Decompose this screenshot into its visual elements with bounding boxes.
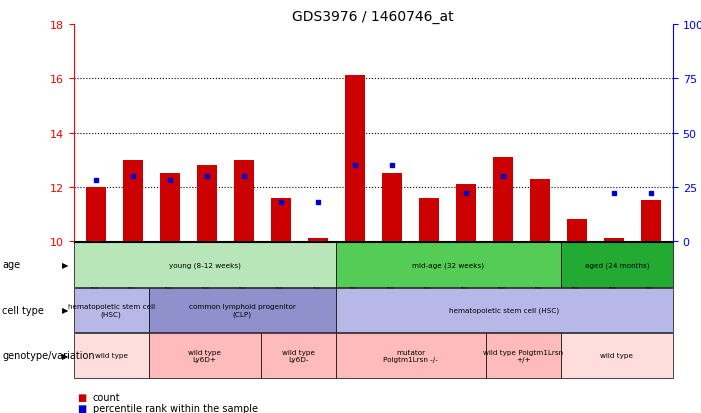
Bar <box>233 160 254 242</box>
Text: aged (24 months): aged (24 months) <box>585 261 649 268</box>
Text: wild type Polgtm1Lrsn
+/+: wild type Polgtm1Lrsn +/+ <box>483 349 563 362</box>
Bar <box>529 179 550 242</box>
Text: common lymphoid progenitor
(CLP): common lymphoid progenitor (CLP) <box>189 304 296 317</box>
Text: ▶: ▶ <box>62 306 69 315</box>
Bar <box>381 174 402 242</box>
Bar <box>493 158 513 242</box>
Text: young (8-12 weeks): young (8-12 weeks) <box>169 261 240 268</box>
Text: count: count <box>93 392 120 402</box>
Bar <box>271 198 291 242</box>
Text: hematopoietic stem cell
(HSC): hematopoietic stem cell (HSC) <box>67 304 155 317</box>
Bar <box>86 188 106 242</box>
Text: cell type: cell type <box>2 305 44 315</box>
Text: age: age <box>2 260 20 270</box>
Bar <box>160 174 180 242</box>
Text: ■: ■ <box>77 403 86 413</box>
Bar <box>123 160 143 242</box>
Text: percentile rank within the sample: percentile rank within the sample <box>93 403 257 413</box>
Bar <box>196 166 217 242</box>
Text: mid-age (32 weeks): mid-age (32 weeks) <box>412 261 484 268</box>
Bar <box>456 185 476 242</box>
Text: wild type: wild type <box>600 353 633 358</box>
Text: wild type
Ly6D+: wild type Ly6D+ <box>188 349 222 362</box>
Bar <box>308 239 328 242</box>
Bar <box>641 201 661 242</box>
Title: GDS3976 / 1460746_at: GDS3976 / 1460746_at <box>292 10 454 24</box>
Bar <box>345 76 365 242</box>
Bar <box>566 220 587 242</box>
Text: wild type
Ly6D-: wild type Ly6D- <box>282 349 315 362</box>
Text: ▶: ▶ <box>62 260 69 269</box>
Bar <box>418 198 439 242</box>
Text: wild type: wild type <box>95 353 128 358</box>
Bar <box>604 239 624 242</box>
Text: genotype/variation: genotype/variation <box>2 351 95 361</box>
Text: ■: ■ <box>77 392 86 402</box>
Text: hematopoietic stem cell (HSC): hematopoietic stem cell (HSC) <box>449 307 559 313</box>
Text: mutator
Polgtm1Lrsn -/-: mutator Polgtm1Lrsn -/- <box>383 349 438 362</box>
Text: ▶: ▶ <box>62 351 69 360</box>
